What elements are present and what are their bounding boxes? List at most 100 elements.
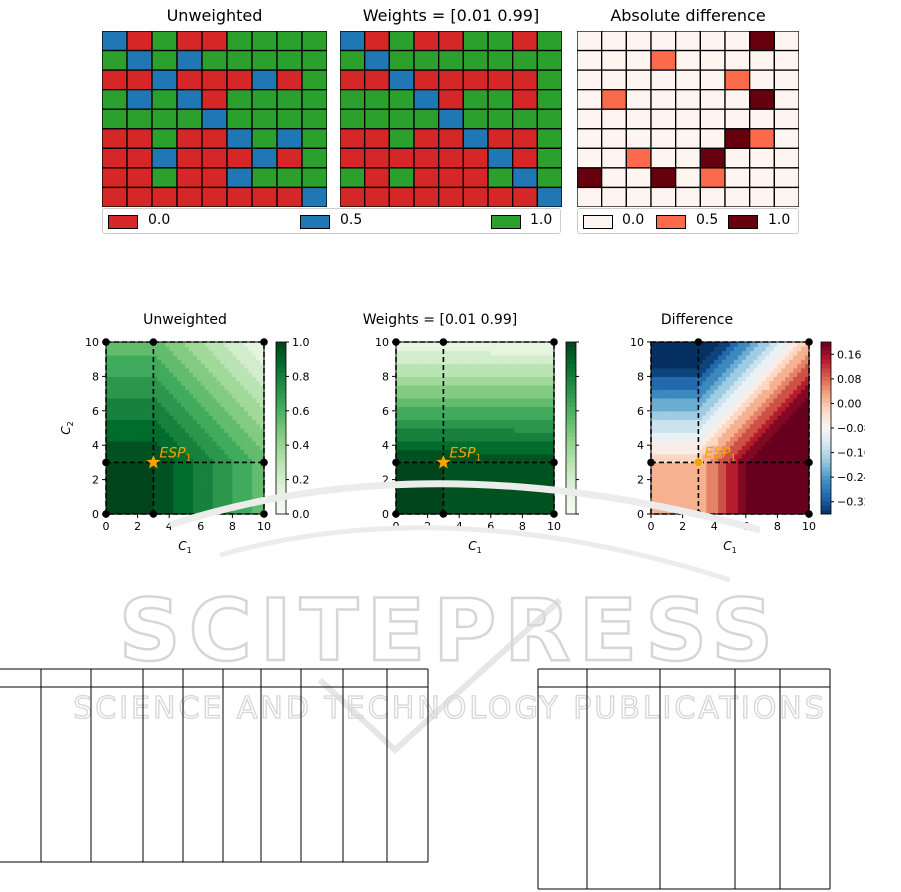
contour-cell: [121, 402, 127, 408]
contour-cell: [678, 440, 684, 446]
contour-cell: [502, 475, 508, 481]
contour-cell: [773, 385, 778, 390]
contour-cell: [494, 346, 500, 352]
heatmap-cell: [151, 128, 178, 149]
y-tick-label: 4: [382, 439, 389, 452]
contour-cell: [173, 449, 178, 455]
contour-cell: [550, 428, 555, 433]
contour-cell: [722, 380, 727, 386]
contour-cell: [506, 428, 512, 433]
contour-cell: [244, 458, 249, 463]
contour-cell: [192, 445, 198, 451]
contour-cell: [482, 440, 488, 446]
contour-cell: [730, 397, 735, 403]
contour-cell: [117, 350, 123, 356]
contour-cell: [550, 419, 555, 425]
contour-cell: [486, 346, 492, 352]
contour-cell: [106, 393, 111, 399]
contour-cell: [502, 496, 508, 502]
contour-cell: [526, 415, 531, 420]
contour-cell: [435, 346, 441, 352]
contour-cell: [506, 449, 512, 455]
contour-cell: [133, 453, 139, 459]
contour-cell: [737, 479, 743, 485]
contour-cell: [157, 449, 162, 455]
contour-cell: [141, 432, 147, 438]
contour-cell: [682, 410, 688, 416]
heatmap-cell: [251, 89, 278, 110]
contour-cell: [678, 428, 684, 433]
contour-cell: [658, 428, 664, 433]
contour-cell: [482, 432, 488, 438]
contour-cell: [196, 406, 202, 412]
contour-cell: [208, 475, 214, 481]
contour-cell: [690, 471, 696, 476]
contour-cell: [471, 453, 476, 459]
contour-cell: [260, 393, 265, 399]
contour-cell: [153, 393, 158, 399]
colorbar-segment: [276, 428, 286, 433]
contour-cell: [658, 410, 664, 416]
contour-cell: [228, 385, 233, 390]
contour-cell: [196, 458, 202, 463]
contour-cell: [475, 385, 480, 390]
contour-cell: [244, 471, 249, 476]
contour-cell: [749, 471, 755, 476]
contour-cell: [526, 397, 531, 403]
contour-cell: [196, 393, 202, 399]
contour-cell: [542, 475, 547, 481]
heatmap-cell: [749, 69, 775, 91]
contour-cell: [109, 462, 115, 468]
contour-cell: [396, 346, 401, 352]
contour-cell: [129, 501, 135, 506]
contour-cell: [475, 359, 480, 365]
contour-cell: [730, 445, 735, 451]
contour-cell: [240, 376, 245, 382]
contour-cell: [157, 453, 162, 459]
contour-cell: [451, 393, 456, 399]
contour-cell: [769, 367, 775, 373]
colorbar-segment: [566, 346, 576, 352]
contour-cell: [173, 505, 178, 511]
contour-cell: [467, 367, 472, 373]
contour-cell: [177, 440, 182, 446]
contour-cell: [522, 410, 527, 416]
contour-cell: [399, 436, 405, 442]
contour-cell: [137, 505, 143, 511]
contour-cell: [694, 501, 699, 506]
contour-cell: [486, 410, 492, 416]
contour-cell: [439, 393, 444, 399]
contour-cell: [674, 342, 680, 347]
contour-cell: [510, 492, 516, 498]
contour-cell: [459, 445, 464, 451]
contour-cell: [682, 342, 688, 347]
contour-cell: [510, 488, 516, 494]
contour-cell: [674, 471, 680, 476]
contour-cell: [769, 346, 775, 352]
contour-cell: [769, 458, 775, 463]
contour-cell: [542, 350, 547, 356]
contour-cell: [651, 346, 656, 352]
contour-cell: [486, 458, 492, 463]
contour-cell: [678, 342, 684, 347]
contour-cell: [431, 380, 437, 386]
contour-cell: [153, 419, 158, 425]
contour-cell: [722, 475, 727, 481]
contour-cell: [216, 432, 222, 438]
contour-cell: [522, 393, 527, 399]
contour-cell: [530, 367, 535, 373]
contour-cell: [678, 453, 684, 459]
contour-cell: [396, 393, 401, 399]
contour-cell: [530, 359, 535, 365]
contour-cell: [113, 479, 119, 485]
contour-cell: [109, 496, 115, 502]
contour-cell: [232, 483, 237, 489]
contour-cell: [686, 488, 692, 494]
contour-cell: [698, 445, 703, 451]
contour-cell: [550, 350, 555, 356]
y-tick-label: 8: [382, 370, 389, 383]
contour-cell: [745, 350, 751, 356]
contour-cell: [451, 363, 456, 369]
contour-cell: [506, 471, 512, 476]
node-point: [260, 510, 268, 518]
